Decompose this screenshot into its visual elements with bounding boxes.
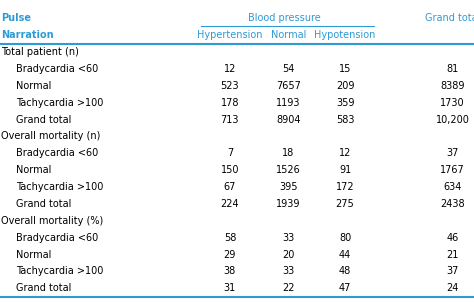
Text: 359: 359 [336,98,355,108]
Text: 33: 33 [282,233,294,243]
Text: 7657: 7657 [276,81,301,91]
Text: Tachycardia >100: Tachycardia >100 [16,98,103,108]
Text: 80: 80 [339,233,351,243]
Text: Total patient (n): Total patient (n) [1,47,79,57]
Text: Pulse: Pulse [1,13,31,23]
Text: 54: 54 [282,64,294,74]
Text: 150: 150 [220,165,239,175]
Text: Grand total: Grand total [16,283,71,293]
Text: Normal: Normal [16,81,51,91]
Text: 12: 12 [224,64,236,74]
Text: Bradycardia <60: Bradycardia <60 [16,148,98,158]
Text: 81: 81 [447,64,459,74]
Text: 1730: 1730 [440,98,465,108]
Text: 583: 583 [336,114,355,125]
Text: 31: 31 [224,283,236,293]
Text: Narration: Narration [1,30,54,40]
Text: 395: 395 [279,182,298,192]
Text: Grand total: Grand total [16,114,71,125]
Text: 37: 37 [447,148,459,158]
Text: 18: 18 [282,148,294,158]
Text: 178: 178 [220,98,239,108]
Text: 2438: 2438 [440,199,465,209]
Text: 33: 33 [282,266,294,277]
Text: 1193: 1193 [276,98,301,108]
Text: 29: 29 [224,250,236,260]
Text: 8904: 8904 [276,114,301,125]
Text: 46: 46 [447,233,459,243]
Text: 12: 12 [339,148,351,158]
Text: 1767: 1767 [440,165,465,175]
Text: 20: 20 [282,250,294,260]
Text: Hypotension: Hypotension [314,30,376,40]
Text: Overall mortality (n): Overall mortality (n) [1,131,101,141]
Text: 44: 44 [339,250,351,260]
Text: 47: 47 [339,283,351,293]
Text: Bradycardia <60: Bradycardia <60 [16,233,98,243]
Text: 38: 38 [224,266,236,277]
Text: 209: 209 [336,81,355,91]
Text: Tachycardia >100: Tachycardia >100 [16,182,103,192]
Text: 224: 224 [220,199,239,209]
Text: 7: 7 [227,148,233,158]
Text: 10,200: 10,200 [436,114,470,125]
Text: 8389: 8389 [440,81,465,91]
Text: 91: 91 [339,165,351,175]
Text: 15: 15 [339,64,351,74]
Text: 67: 67 [224,182,236,192]
Text: 21: 21 [447,250,459,260]
Text: Grand total: Grand total [16,199,71,209]
Text: 275: 275 [336,199,355,209]
Text: Hypertension: Hypertension [197,30,263,40]
Text: Blood pressure: Blood pressure [248,13,321,23]
Text: Normal: Normal [16,165,51,175]
Text: 713: 713 [220,114,239,125]
Text: Normal: Normal [271,30,306,40]
Text: 523: 523 [220,81,239,91]
Text: Bradycardia <60: Bradycardia <60 [16,64,98,74]
Text: 172: 172 [336,182,355,192]
Text: 634: 634 [444,182,462,192]
Text: 48: 48 [339,266,351,277]
Text: Tachycardia >100: Tachycardia >100 [16,266,103,277]
Text: 1939: 1939 [276,199,301,209]
Text: 22: 22 [282,283,294,293]
Text: Overall mortality (%): Overall mortality (%) [1,216,104,226]
Text: Grand total: Grand total [425,13,474,23]
Text: Normal: Normal [16,250,51,260]
Text: 1526: 1526 [276,165,301,175]
Text: 37: 37 [447,266,459,277]
Text: 58: 58 [224,233,236,243]
Text: 24: 24 [447,283,459,293]
